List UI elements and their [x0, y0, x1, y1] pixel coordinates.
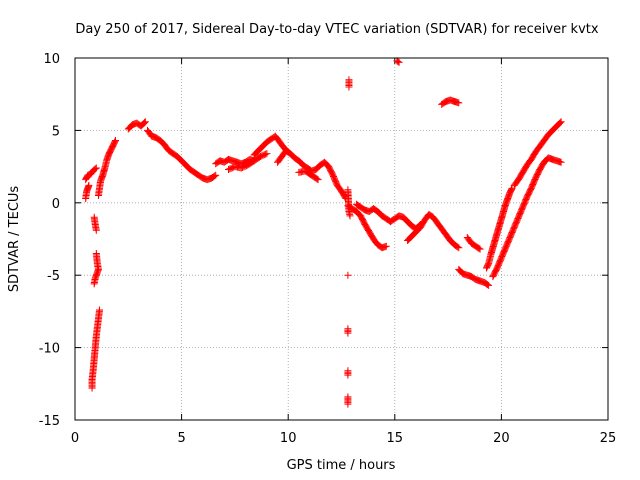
y-tick-label: -10: [39, 342, 60, 357]
data-point: [141, 119, 149, 127]
x-tick-label: 15: [387, 431, 404, 446]
data-point: [212, 171, 220, 179]
data-point: [92, 164, 100, 172]
data-point: [314, 176, 322, 184]
data-point: [345, 83, 353, 91]
data-point: [344, 271, 352, 279]
data-point: [455, 99, 463, 107]
data-point: [111, 138, 119, 146]
data-point: [262, 150, 270, 158]
data-point: [508, 185, 516, 193]
x-axis-label: GPS time / hours: [287, 458, 396, 473]
data-point: [557, 118, 565, 126]
data-point: [85, 181, 93, 189]
data-point: [90, 280, 98, 288]
x-tick-label: 10: [280, 431, 297, 446]
y-tick-label: -5: [47, 269, 60, 284]
data-point: [344, 329, 352, 337]
data-point: [346, 212, 354, 220]
y-tick-label: 10: [43, 52, 60, 67]
data-point: [395, 58, 403, 66]
data-point: [211, 172, 219, 180]
x-tick-label: 5: [177, 431, 185, 446]
data-point: [394, 58, 402, 66]
data-point: [88, 384, 96, 392]
data-point: [382, 242, 390, 250]
data-point: [475, 244, 483, 252]
data-point: [485, 281, 493, 289]
data-point: [112, 137, 120, 145]
y-tick-label: 5: [52, 124, 60, 139]
data-point: [91, 165, 99, 173]
x-tick-label: 25: [600, 431, 617, 446]
x-tick-label: 20: [493, 431, 510, 446]
data-point: [263, 150, 271, 158]
data-points: [82, 57, 565, 408]
y-axis-label: SDTVAR / TECUs: [7, 186, 22, 293]
data-point: [313, 175, 321, 183]
data-point: [484, 281, 492, 289]
data-point: [476, 245, 484, 253]
data-point: [454, 243, 462, 251]
plot-frame: [74, 57, 609, 421]
data-point: [557, 158, 565, 166]
y-tick-label: 0: [52, 197, 60, 212]
data-point: [455, 244, 463, 252]
data-point: [344, 400, 352, 408]
data-point: [141, 118, 149, 126]
x-tick-label: 0: [71, 431, 79, 446]
data-point: [140, 119, 148, 127]
data-point: [92, 226, 100, 234]
data-point: [555, 119, 563, 127]
data-point: [344, 371, 352, 379]
data-point: [556, 119, 564, 127]
y-tick-label: -15: [39, 414, 60, 429]
axis-ticks: 0 5 10 15 20 25 -15 -10 -5 0 5 10: [39, 52, 617, 446]
grid-lines: [75, 58, 608, 420]
chart-title: Day 250 of 2017, Sidereal Day-to-day VTE…: [75, 22, 598, 37]
